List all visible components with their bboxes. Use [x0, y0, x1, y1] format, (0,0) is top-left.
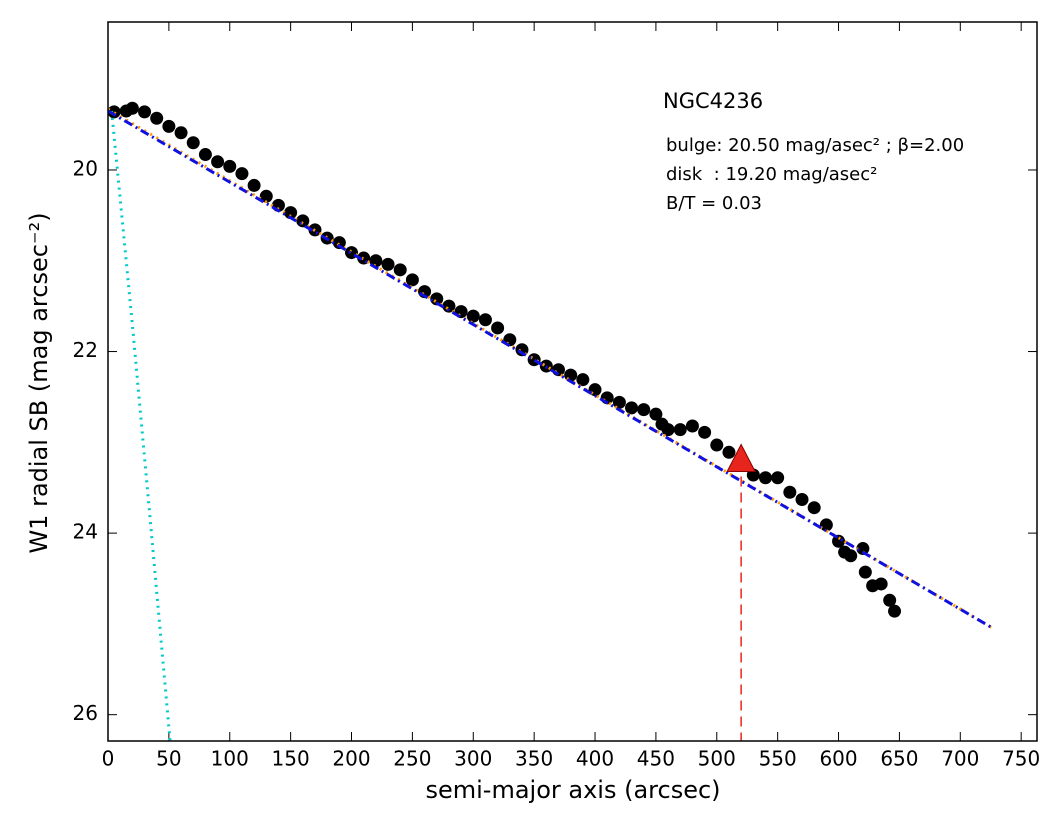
data-point	[247, 178, 261, 192]
x-tick-label: 300	[454, 747, 492, 771]
data-point	[685, 419, 699, 433]
data-point	[722, 445, 736, 459]
data-point	[883, 593, 897, 607]
x-tick-label: 100	[211, 747, 249, 771]
x-tick-label: 200	[332, 747, 370, 771]
fit-line	[110, 110, 172, 742]
data-point	[405, 273, 419, 287]
y-axis-label: W1 radial SB (mag arcsec⁻²)	[25, 212, 53, 553]
data-point	[332, 236, 346, 250]
data-point	[625, 401, 639, 415]
data-point	[888, 604, 902, 618]
data-point	[649, 407, 663, 421]
x-tick-label: 350	[515, 747, 553, 771]
x-tick-label: 550	[759, 747, 797, 771]
annotation: NGC4236	[663, 89, 763, 113]
fit-line	[107, 107, 994, 630]
marker-triangle	[726, 443, 756, 472]
data-point	[832, 534, 846, 548]
y-tick-label: 20	[73, 156, 98, 180]
data-point	[138, 105, 152, 119]
data-point	[211, 155, 225, 169]
data-point	[637, 403, 651, 417]
data-point	[564, 368, 578, 382]
data-point	[393, 263, 407, 277]
data-point	[466, 309, 480, 323]
data-point	[442, 299, 456, 313]
data-point	[710, 438, 724, 452]
data-point	[381, 257, 395, 271]
x-tick-label: 600	[819, 747, 857, 771]
plot-frame	[107, 21, 1038, 742]
data-point	[491, 321, 505, 335]
x-tick-label: 0	[102, 747, 115, 771]
data-point	[819, 518, 833, 532]
x-axis-label: semi-major axis (arcsec)	[425, 776, 720, 804]
data-point	[874, 577, 888, 591]
data-point	[478, 313, 492, 327]
data-point	[661, 423, 675, 437]
data-point	[771, 471, 785, 485]
data-point	[296, 214, 310, 228]
annotation: B/T = 0.03	[666, 193, 762, 214]
data-point	[125, 101, 139, 115]
x-tick-label: 650	[880, 747, 918, 771]
data-point	[186, 136, 200, 150]
data-point	[807, 501, 821, 515]
y-tick-label: 22	[73, 338, 98, 362]
annotation: bulge: 20.50 mag/asec² ; β=2.00	[666, 135, 964, 156]
x-tick-label: 450	[637, 747, 675, 771]
x-tick-label: 750	[1002, 747, 1040, 771]
y-tick-label: 26	[73, 701, 98, 725]
x-tick-label: 250	[393, 747, 431, 771]
data-point	[844, 549, 858, 563]
data-point	[198, 148, 212, 162]
data-point	[259, 189, 273, 203]
x-tick-label: 500	[698, 747, 736, 771]
annotation: disk : 19.20 mag/asec²	[666, 164, 877, 185]
x-tick-label: 150	[272, 747, 310, 771]
data-point	[430, 292, 444, 306]
data-point	[174, 126, 188, 140]
data-point	[858, 565, 872, 579]
data-point	[698, 425, 712, 439]
y-tick-label: 24	[73, 520, 98, 544]
x-tick-label: 400	[576, 747, 614, 771]
data-point	[856, 542, 870, 556]
x-tick-label: 50	[156, 747, 181, 771]
data-point	[758, 471, 772, 485]
data-point	[783, 485, 797, 499]
data-point	[673, 423, 687, 437]
data-point	[162, 119, 176, 133]
data-point	[150, 111, 164, 125]
data-point	[795, 493, 809, 507]
data-point	[284, 206, 298, 220]
data-point	[612, 395, 626, 409]
data-point	[223, 159, 237, 173]
data-point	[107, 105, 121, 119]
data-point	[235, 167, 249, 181]
data-point	[576, 373, 590, 387]
x-tick-label: 700	[941, 747, 979, 771]
